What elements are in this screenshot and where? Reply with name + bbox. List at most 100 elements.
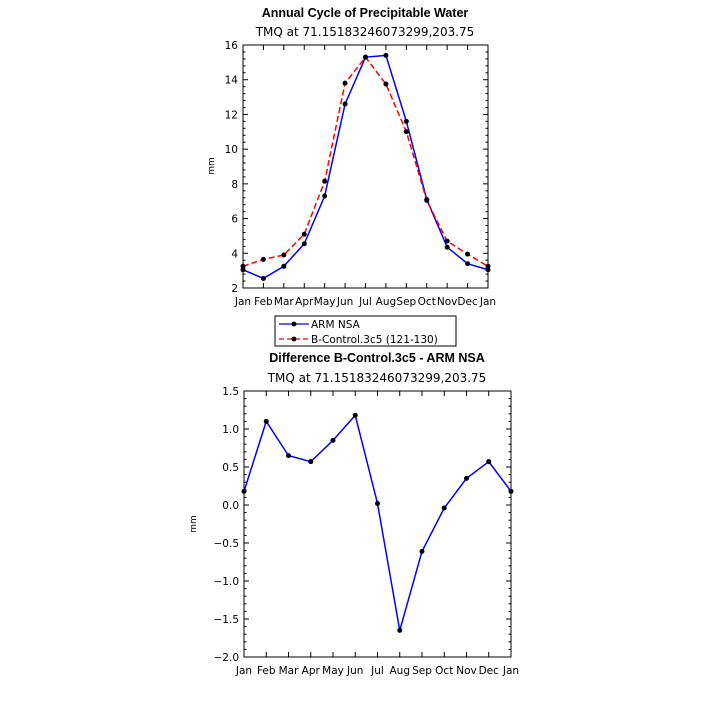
chart1-title: Annual Cycle of Precipitable Water [262, 6, 469, 20]
y-tick-label: 0.0 [222, 500, 239, 512]
x-tick-label: Sep [396, 296, 416, 308]
data-point-s0-8 [419, 548, 425, 554]
x-tick-label: Feb [254, 296, 273, 308]
x-tick-label: May [314, 296, 336, 308]
difference-chart: Difference B-Control.3c5 - ARM NSA TMQ a… [189, 351, 519, 677]
legend-arm-label: ARM NSA [311, 319, 361, 331]
y-tick-label: 2 [231, 283, 238, 295]
data-point-s1-9 [424, 197, 430, 203]
x-tick-label: May [322, 665, 344, 677]
x-tick-label: Aug [376, 296, 397, 308]
y-tick-label: −1.5 [214, 614, 240, 626]
x-tick-label: Jan [502, 665, 519, 677]
data-point-s0-11 [465, 261, 471, 267]
data-point-s0-12 [508, 488, 514, 494]
legend-box [274, 315, 457, 347]
y-tick-label: 10 [225, 144, 238, 156]
data-point-s0-5 [342, 101, 348, 107]
legend-model-label: B-Control.3c5 (121-130) [311, 334, 438, 346]
x-tick-label: Jul [358, 296, 372, 308]
x-tick-label: Jun [346, 665, 363, 677]
series-line-0 [243, 413, 512, 631]
x-tick-label: Oct [435, 665, 453, 677]
y-tick-label: −1.0 [214, 576, 240, 588]
data-point-s0-2 [281, 263, 287, 269]
x-tick-label: Nov [456, 665, 477, 677]
y-tick-label: 8 [231, 179, 238, 191]
series-line-0 [242, 54, 489, 280]
data-point-s0-3 [301, 241, 307, 247]
y-tick-label: 6 [231, 214, 238, 226]
x-tick-label: Jan [235, 665, 252, 677]
data-point-s1-3 [301, 231, 307, 237]
data-point-s0-10 [464, 475, 469, 481]
y-tick-label: −2.0 [214, 652, 240, 664]
data-point-s1-4 [322, 178, 328, 184]
data-point-s0-9 [441, 505, 447, 511]
x-tick-label: Dec [479, 665, 500, 677]
x-tick-label: Mar [274, 296, 294, 308]
chart2-subtitle: TMQ at 71.15183246073299,203.75 [267, 371, 487, 385]
data-point-s1-5 [342, 80, 348, 86]
data-point-s1-2 [281, 252, 287, 258]
x-tick-label: Jun [336, 296, 353, 308]
x-tick-label: Apr [302, 665, 321, 677]
x-tick-label: Jan [234, 296, 251, 308]
y-tick-label: 16 [225, 40, 239, 52]
data-point-s1-7 [383, 81, 389, 87]
y-tick-label: 14 [225, 75, 239, 87]
plot-frame [242, 44, 489, 289]
x-tick-label: Oct [418, 296, 436, 308]
x-tick-label: Aug [389, 665, 410, 677]
data-point-s1-8 [403, 129, 409, 135]
x-tick-label: Jan [479, 296, 496, 308]
data-point-s1-12 [485, 263, 491, 269]
data-point-s0-8 [403, 118, 409, 124]
data-point-s0-7 [397, 627, 403, 633]
data-point-s0-1 [260, 275, 266, 281]
y-tick-label: 1.5 [222, 386, 239, 398]
x-tick-label: Feb [257, 665, 276, 677]
y-tick-label: 1.0 [222, 424, 239, 436]
plot-frame [243, 390, 512, 658]
y-tick-label: −0.5 [214, 538, 240, 550]
data-point-s1-0 [240, 263, 246, 269]
chart1-subtitle: TMQ at 71.15183246073299,203.75 [255, 25, 475, 39]
x-tick-label: Nov [437, 296, 458, 308]
data-point-s0-0 [241, 488, 247, 494]
data-point-s0-12 [485, 267, 491, 273]
x-tick-label: Mar [279, 665, 299, 677]
y-tick-label: 12 [225, 109, 238, 121]
chart1-marks [240, 52, 491, 281]
data-point-s0-1 [263, 418, 269, 424]
x-tick-label: Sep [412, 665, 432, 677]
y-tick-label: 0.5 [222, 462, 239, 474]
y-tick-label: 4 [231, 248, 238, 260]
data-point-s0-7 [383, 52, 389, 58]
data-point-s1-1 [260, 256, 266, 262]
data-point-s0-11 [486, 459, 492, 465]
chart2-title: Difference B-Control.3c5 - ARM NSA [269, 351, 485, 365]
chart2-ylabel: mm [189, 515, 199, 533]
data-point-s0-0 [240, 267, 246, 273]
legend-model-marker [291, 336, 297, 342]
data-point-s0-5 [352, 412, 358, 418]
chart1-legend: ARM NSA B-Control.3c5 (121-130) [274, 315, 457, 347]
data-point-s0-3 [308, 459, 314, 465]
annual-cycle-chart: Annual Cycle of Precipitable Water TMQ a… [207, 6, 496, 347]
data-point-s0-2 [286, 453, 291, 459]
data-point-s1-10 [444, 238, 450, 244]
chart1-ylabel: mm [207, 157, 217, 175]
x-tick-label: Dec [457, 296, 478, 308]
data-point-s0-4 [322, 193, 328, 199]
data-point-s1-6 [363, 54, 368, 60]
series-line-1 [242, 55, 489, 268]
data-point-s1-11 [465, 251, 471, 257]
chart2-marks [241, 412, 514, 633]
x-tick-label: Apr [295, 296, 314, 308]
data-point-s0-4 [330, 437, 336, 443]
x-tick-label: Jul [370, 665, 384, 677]
